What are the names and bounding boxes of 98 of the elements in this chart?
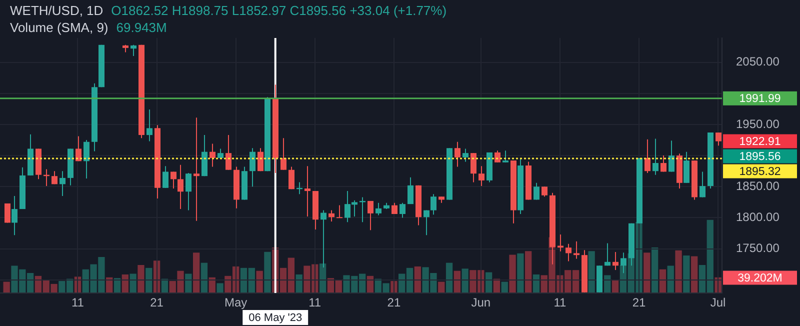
candlestick <box>684 151 690 184</box>
candlestick <box>368 200 374 231</box>
bar <box>438 282 445 293</box>
candlestick <box>60 170 66 196</box>
candlestick <box>612 251 618 270</box>
candlestick <box>478 166 484 187</box>
candlestick <box>644 138 650 174</box>
candlestick <box>146 109 152 142</box>
bar <box>675 250 682 293</box>
y-tick-label: 1950.00 <box>736 116 780 131</box>
text: 1895.56 <box>739 150 781 163</box>
candlestick <box>194 117 200 222</box>
candlestick <box>542 186 548 198</box>
candlestick <box>304 166 310 217</box>
text: O1862.52 H1898.75 L1852.97 C1895.56 +33.04 (+1.77%) <box>111 3 447 18</box>
candlestick <box>652 138 658 176</box>
candlestick <box>430 194 436 216</box>
bar <box>517 253 524 293</box>
x-tick-label: Jul <box>710 296 726 310</box>
y-tick-label: 1800.00 <box>736 210 780 224</box>
y-tick-label: 1850.00 <box>736 178 780 193</box>
bar <box>296 274 302 293</box>
candlestick <box>376 202 382 216</box>
bar <box>462 268 468 293</box>
text: 69.943M <box>116 20 167 35</box>
candlestick <box>162 166 168 188</box>
candlestick <box>534 182 540 200</box>
candlestick <box>408 176 414 205</box>
x-tick-label: 21 <box>150 296 164 310</box>
candlestick <box>130 44 136 57</box>
text: 1922.91 <box>739 136 781 148</box>
candlestick <box>288 166 294 190</box>
candlestick <box>400 202 406 218</box>
x-tick-label: 11 <box>308 296 322 310</box>
bar <box>264 252 271 293</box>
bar <box>200 262 208 293</box>
chart-title: WETH/USD, 1D <box>10 3 104 18</box>
y-tick-label: 2050.00 <box>736 54 780 69</box>
x-tick-label: 11 <box>72 296 84 310</box>
x-tick-label: 21 <box>387 296 401 310</box>
ref-line-label: 1991.99 <box>739 93 781 106</box>
x-tick-label: Jun <box>471 296 491 310</box>
x-tick-label: 21 <box>632 296 646 310</box>
candlestick <box>52 170 58 185</box>
candlestick <box>170 171 176 190</box>
bar <box>524 251 532 293</box>
x-tick-label: 11 <box>554 296 566 310</box>
candlestick <box>328 210 334 222</box>
ref-line-label: 1895.32 <box>739 166 781 178</box>
bar <box>691 256 698 293</box>
candlestick <box>454 141 460 168</box>
ref-line-label: 06 May '23 <box>248 312 302 324</box>
bar <box>501 282 508 293</box>
candlestick <box>84 140 90 180</box>
y-tick-label: 1750.00 <box>736 241 780 256</box>
candlestick <box>716 132 722 146</box>
bar <box>216 283 224 293</box>
bar <box>130 274 136 293</box>
chart-subtitle: Volume (SMA, 9) <box>10 20 108 35</box>
candlestick <box>502 150 508 163</box>
candlestick <box>558 234 564 252</box>
candlestick <box>178 164 184 210</box>
bar <box>651 248 658 293</box>
candlestick <box>566 243 572 262</box>
candlestick <box>250 148 256 188</box>
candlestick <box>186 172 192 211</box>
candlestick <box>210 143 216 168</box>
candlestick <box>226 134 232 170</box>
bar <box>683 256 690 293</box>
candlestick <box>336 204 342 218</box>
candlestick <box>76 136 82 162</box>
bar <box>256 270 263 293</box>
bar <box>454 270 461 293</box>
x-tick-label: May <box>224 296 248 310</box>
text: 39.202M <box>738 272 782 284</box>
candlestick <box>12 195 18 236</box>
bar <box>667 266 674 293</box>
bar <box>3 282 10 293</box>
bar <box>192 252 200 293</box>
candlestick <box>668 140 674 172</box>
candlestick <box>604 242 610 266</box>
bar <box>414 266 421 293</box>
bar <box>185 274 192 293</box>
bar <box>446 262 453 293</box>
candlestick <box>660 155 666 172</box>
candlestick <box>462 148 468 162</box>
bar <box>644 252 650 293</box>
candlestick <box>700 171 706 198</box>
bar <box>146 268 152 293</box>
bar <box>659 269 666 293</box>
bar <box>604 275 611 293</box>
candlestick <box>424 210 430 236</box>
candlestick <box>280 138 286 170</box>
bar <box>319 264 326 293</box>
bar <box>509 254 516 293</box>
candlestick <box>470 152 476 183</box>
candlestick <box>574 240 580 260</box>
bar <box>138 264 144 293</box>
